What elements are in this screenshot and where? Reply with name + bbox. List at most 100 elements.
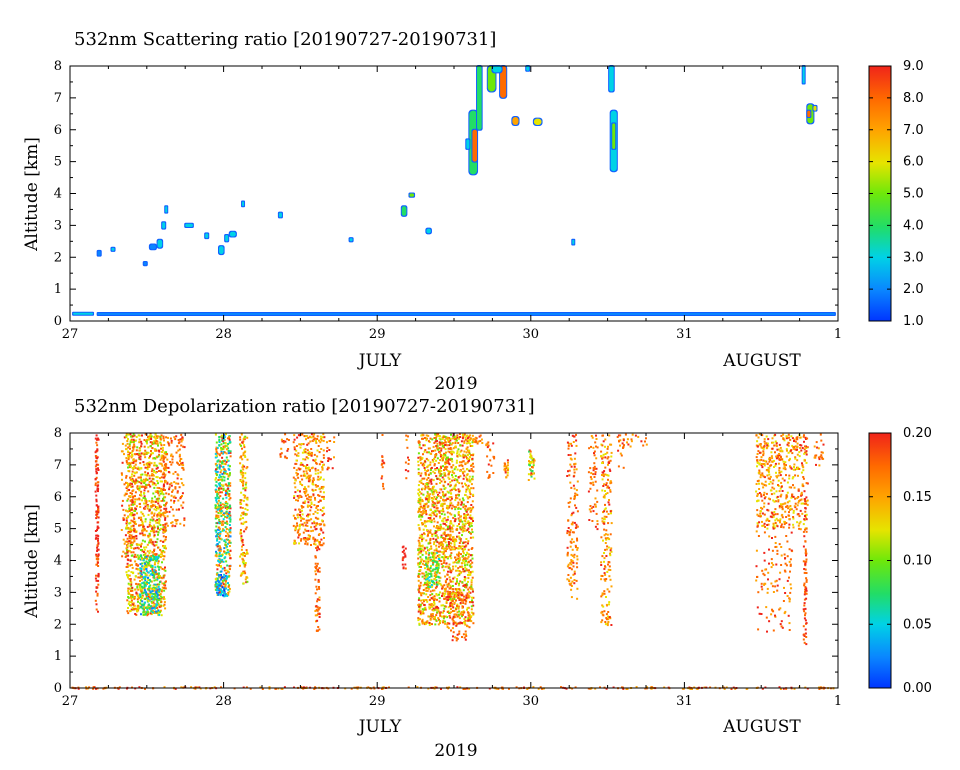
heatmap-cell — [293, 495, 296, 498]
heatmap-cell — [322, 542, 325, 545]
heatmap-cell — [162, 483, 165, 486]
heatmap-cell — [126, 558, 129, 561]
heatmap-cell — [450, 527, 453, 530]
heatmap-cell — [453, 592, 456, 595]
heatmap-cell — [316, 545, 319, 548]
heatmap-cell — [296, 454, 298, 457]
heatmap-cell — [155, 610, 158, 613]
heatmap-cell — [143, 588, 146, 591]
heatmap-cell — [130, 537, 133, 540]
heatmap-cell — [218, 549, 221, 552]
heatmap-cell — [284, 440, 287, 443]
heatmap-cell — [304, 465, 307, 468]
heatmap-cell — [443, 594, 446, 597]
heatmap-cell — [317, 469, 320, 472]
heatmap-cell — [437, 433, 440, 436]
heatmap-cell — [316, 512, 319, 515]
heatmap-cell — [127, 531, 130, 534]
heatmap-cell — [228, 528, 231, 531]
heatmap-cell — [294, 453, 297, 456]
heatmap-cell — [452, 451, 455, 454]
heatmap-cell — [455, 547, 458, 550]
heatmap-cell — [457, 594, 460, 597]
heatmap-cell — [454, 489, 457, 492]
heatmap-cell — [470, 620, 473, 623]
heatmap-cell — [127, 576, 129, 579]
heatmap-cell — [280, 447, 283, 450]
heatmap-cell — [456, 574, 459, 577]
heatmap-cell — [463, 474, 466, 477]
heatmap-cell — [148, 462, 151, 465]
heatmap-cell — [471, 475, 474, 478]
heatmap-cell — [469, 491, 471, 494]
heatmap-cell — [293, 434, 296, 437]
heatmap-cell — [315, 441, 318, 444]
heatmap-cell — [419, 612, 422, 615]
heatmap-cell — [417, 484, 420, 487]
heatmap-cell — [155, 556, 157, 558]
heatmap-cell — [158, 449, 160, 452]
heatmap-cell — [401, 550, 404, 553]
heatmap-cell — [228, 437, 231, 440]
heatmap-cell — [159, 539, 162, 542]
heatmap-cell — [442, 556, 445, 559]
heatmap-cell — [317, 626, 320, 628]
heatmap-cell — [457, 511, 460, 513]
heatmap-cell — [168, 488, 171, 491]
heatmap-cell — [461, 534, 463, 537]
heatmap-cell — [435, 433, 438, 436]
y-tick-label: 0 — [54, 314, 62, 329]
heatmap-cell — [220, 593, 223, 595]
heatmap-cell — [130, 519, 133, 522]
heatmap-cell — [123, 453, 125, 456]
heatmap-cell — [129, 465, 132, 468]
heatmap-cell — [427, 459, 430, 462]
heatmap-cell — [461, 530, 464, 533]
heatmap-cell — [221, 554, 224, 557]
heatmap-cell — [97, 579, 100, 582]
heatmap-cell — [429, 493, 432, 496]
heatmap-cell — [295, 471, 298, 474]
heatmap-cell — [218, 441, 221, 443]
heatmap-cell — [228, 515, 231, 518]
heatmap-cell — [457, 607, 460, 610]
heatmap-cell — [304, 458, 307, 461]
heatmap-cell — [305, 467, 307, 470]
heatmap-cell — [464, 630, 467, 633]
heatmap-cell — [463, 611, 466, 614]
heatmap-cell — [440, 449, 443, 452]
heatmap-cell — [135, 543, 138, 546]
heatmap-cell — [156, 606, 159, 609]
heatmap-cell — [241, 541, 244, 544]
heatmap-cell — [433, 555, 436, 558]
heatmap-cell — [458, 464, 461, 467]
heatmap-cell — [216, 470, 219, 473]
heatmap-cell — [452, 568, 455, 571]
heatmap-cell — [308, 451, 311, 454]
heatmap-cell — [407, 435, 409, 438]
heatmap-cell — [241, 458, 244, 461]
heatmap-cell — [315, 524, 318, 527]
heatmap-cell — [160, 588, 163, 591]
heatmap-cell — [451, 442, 454, 445]
heatmap-cell — [139, 563, 142, 566]
heatmap-cell — [418, 480, 421, 483]
heatmap-cell — [217, 459, 220, 462]
heatmap-cell — [306, 472, 309, 475]
heatmap-cell — [431, 459, 434, 461]
heatmap-cell — [451, 639, 454, 642]
heatmap-cell — [462, 506, 465, 509]
heatmap-cell — [227, 551, 230, 554]
heatmap-cell — [153, 534, 156, 537]
heatmap-cell — [436, 445, 439, 448]
heatmap-cell — [146, 484, 148, 487]
heatmap-cell — [442, 547, 445, 550]
heatmap-cell — [220, 515, 223, 518]
heatmap-cell — [120, 472, 123, 475]
heatmap-cell — [431, 535, 434, 537]
heatmap-cell — [427, 596, 430, 598]
heatmap-cell — [224, 446, 227, 449]
heatmap-cell — [226, 564, 229, 567]
heatmap-cell — [222, 489, 225, 491]
heatmap-cell — [409, 193, 415, 197]
